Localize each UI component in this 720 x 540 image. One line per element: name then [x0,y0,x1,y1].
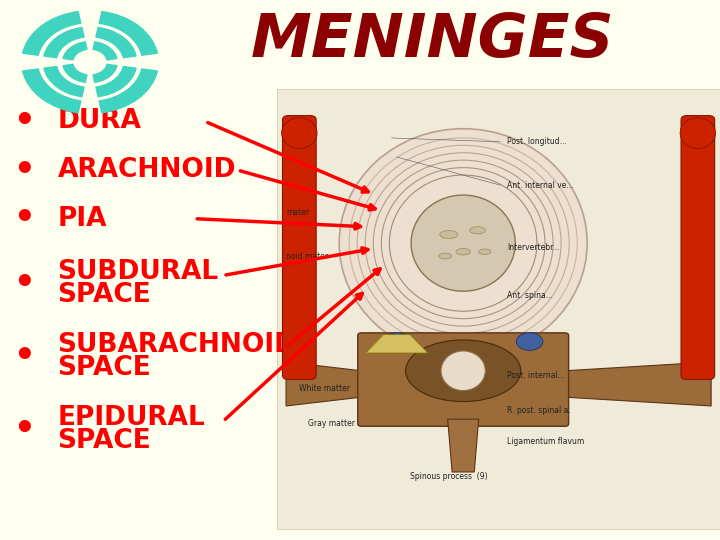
Wedge shape [63,64,87,82]
Polygon shape [448,419,479,472]
Text: Ant. internal ve...: Ant. internal ve... [508,181,574,191]
Ellipse shape [680,118,716,148]
Ellipse shape [405,340,521,402]
Wedge shape [93,64,117,82]
Polygon shape [565,362,711,406]
Text: SUBDURAL
SPACE: SUBDURAL SPACE [58,259,219,308]
FancyBboxPatch shape [681,116,715,380]
Text: Gray matter: Gray matter [308,419,355,428]
Text: SUBARACHNOID
SPACE: SUBARACHNOID SPACE [58,332,297,381]
Text: mater: mater [286,208,309,217]
Text: •: • [13,202,35,235]
Wedge shape [96,66,136,97]
Wedge shape [99,69,158,113]
Wedge shape [99,11,158,55]
Wedge shape [63,42,87,60]
Ellipse shape [456,248,470,255]
Text: White matter: White matter [300,384,351,393]
Ellipse shape [438,253,451,259]
Text: R. post. spinal a.: R. post. spinal a. [508,406,571,415]
Ellipse shape [440,231,458,239]
Text: Post. internal...: Post. internal... [508,370,565,380]
Ellipse shape [441,351,485,390]
Text: •: • [13,105,35,138]
Text: EPIDURAL
SPACE: EPIDURAL SPACE [58,405,205,454]
Polygon shape [286,362,361,406]
Ellipse shape [282,118,317,148]
Ellipse shape [384,333,410,350]
Text: •: • [13,413,35,446]
Ellipse shape [339,129,588,357]
Text: Ligamentum flavum: Ligamentum flavum [508,437,585,445]
Wedge shape [93,42,117,60]
Ellipse shape [479,249,491,254]
Wedge shape [44,66,84,97]
Text: noid mater: noid mater [286,252,328,261]
Text: •: • [13,153,35,187]
Text: Intervertebr...: Intervertebr... [508,243,560,252]
FancyBboxPatch shape [282,116,316,380]
Ellipse shape [516,333,543,350]
Wedge shape [22,69,81,113]
Text: PIA: PIA [58,206,107,232]
Wedge shape [22,11,81,55]
Wedge shape [44,28,84,58]
Text: Ant. spina...: Ant. spina... [508,292,554,300]
Text: MENINGES: MENINGES [251,11,613,70]
Text: Post. longitud...: Post. longitud... [508,137,567,146]
Text: ARACHNOID: ARACHNOID [58,157,236,183]
Ellipse shape [411,195,516,291]
Text: Spinous process  (9): Spinous process (9) [410,472,487,481]
Ellipse shape [469,227,485,234]
Text: •: • [13,267,35,300]
Bar [277,89,720,529]
Polygon shape [366,335,428,353]
Text: •: • [13,340,35,373]
Wedge shape [96,28,136,58]
FancyBboxPatch shape [358,333,569,426]
Text: DURA: DURA [58,109,141,134]
